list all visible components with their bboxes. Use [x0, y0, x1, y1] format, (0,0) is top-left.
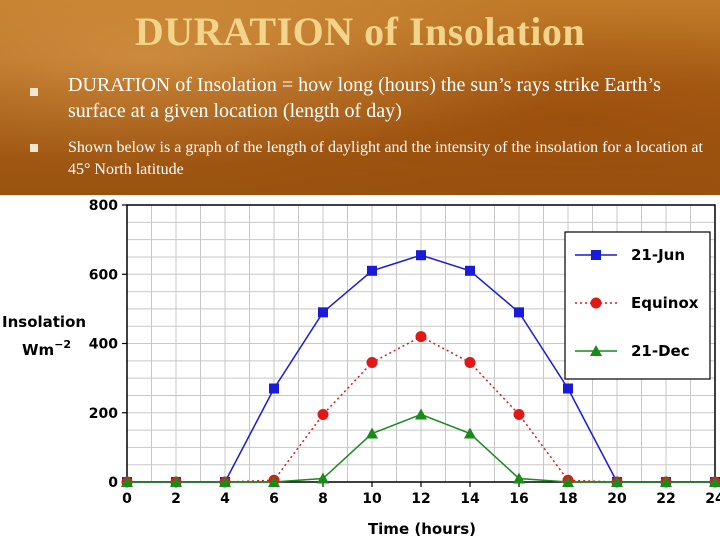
x-tick-label: 14	[460, 491, 480, 507]
x-tick-label: 0	[122, 491, 132, 507]
y-axis-unit-label: Wm−2	[22, 338, 71, 359]
data-point-equinox	[415, 331, 427, 343]
x-tick-label: 16	[509, 491, 528, 507]
y-tick-label: 200	[89, 406, 118, 422]
data-point-21-dec	[219, 476, 231, 487]
y-tick-label: 800	[89, 198, 118, 214]
x-tick-label: 6	[269, 491, 279, 507]
x-tick-label: 20	[607, 491, 627, 507]
data-point-21-jun	[416, 250, 426, 261]
data-point-21-dec	[611, 476, 623, 487]
chart-area: 0 2 4 6 8 10 12 14 16 18 20 22 24 0 200 400 600 800 21-Ju…	[0, 195, 720, 540]
data-point-21-dec	[317, 472, 329, 484]
data-point-21-dec	[709, 476, 720, 487]
data-point-21-dec	[415, 408, 427, 420]
data-point-equinox	[513, 408, 525, 420]
data-point-21-dec	[464, 427, 476, 439]
x-tick-label: 2	[171, 491, 181, 507]
y-tick-label: 400	[89, 337, 118, 353]
slide-title: DURATION of Insolation	[134, 9, 586, 54]
x-tick-label: 22	[656, 491, 675, 507]
data-point-21-jun	[563, 383, 573, 394]
data-point-21-jun	[269, 383, 279, 394]
x-axis-label: Time (hours)	[368, 520, 476, 538]
x-tick-label: 4	[220, 491, 230, 507]
data-point-equinox	[464, 357, 476, 369]
data-point-21-dec	[660, 476, 672, 487]
x-tick-label: 8	[318, 491, 328, 507]
data-point-21-jun	[514, 307, 524, 318]
legend-marker	[591, 250, 601, 260]
slide-header-background	[0, 0, 720, 195]
data-point-equinox	[317, 408, 329, 420]
data-point-equinox	[366, 357, 378, 369]
data-point-21-dec	[121, 476, 133, 487]
x-tick-label: 12	[411, 491, 430, 507]
y-axis-label: Insolation	[2, 313, 86, 331]
legend-marker	[590, 345, 602, 356]
legend-marker	[590, 297, 602, 309]
y-tick-label: 0	[108, 475, 118, 491]
legend-label: Equinox	[631, 294, 699, 312]
bullet-text: DURATION of Insolation = how long (hours…	[68, 74, 661, 122]
data-point-21-dec	[170, 476, 182, 487]
data-point-21-dec	[268, 476, 280, 487]
data-point-21-dec	[562, 476, 574, 487]
bullet-square-icon	[30, 88, 38, 96]
data-point-21-jun	[465, 265, 475, 276]
data-point-21-jun	[318, 307, 328, 318]
bullet-text: Shown below is a graph of the length of …	[68, 139, 703, 178]
data-point-21-jun	[367, 265, 377, 276]
data-point-21-dec	[366, 427, 378, 439]
bullet-square-icon	[30, 144, 38, 152]
legend-box	[564, 231, 711, 380]
legend-label: 21-Jun	[631, 246, 685, 264]
series-21-dec	[121, 408, 720, 487]
legend-label: 21-Dec	[631, 342, 690, 360]
y-tick-label: 600	[89, 267, 118, 283]
x-tick-label: 24	[705, 491, 720, 507]
x-tick-label: 18	[558, 491, 577, 507]
x-tick-label: 10	[362, 491, 382, 507]
data-point-21-dec	[513, 472, 525, 484]
